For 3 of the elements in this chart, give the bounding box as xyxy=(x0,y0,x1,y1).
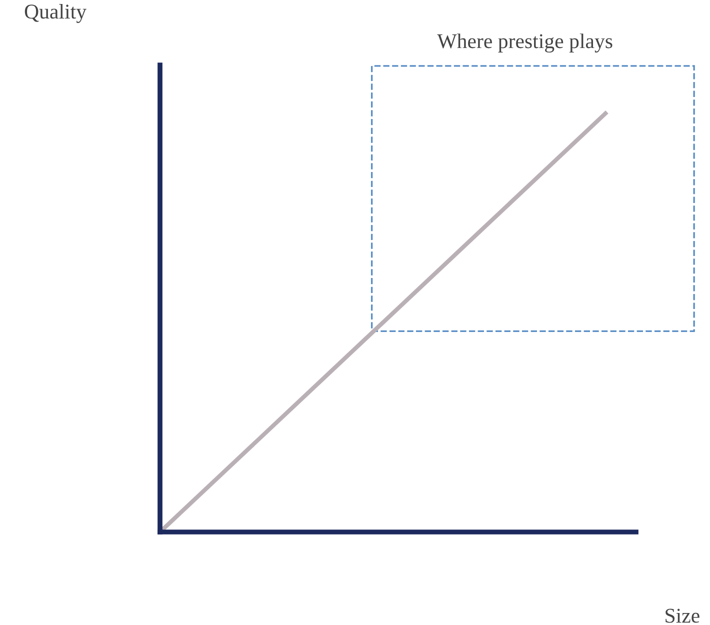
x-axis-title: Size xyxy=(666,608,700,623)
y-axis-title: Quality xyxy=(24,4,86,23)
text: Where prestige plays xyxy=(437,34,612,53)
